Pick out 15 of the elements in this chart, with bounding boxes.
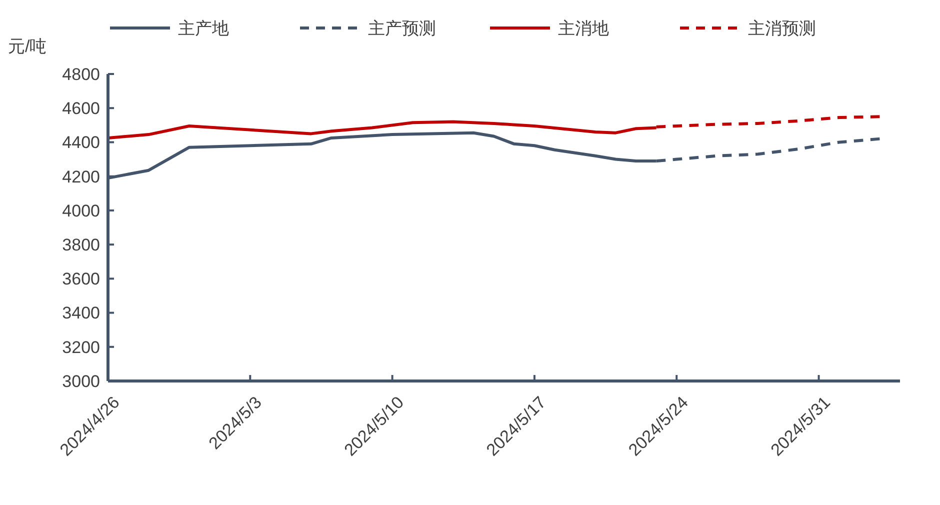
y-tick-label: 3400 — [62, 304, 100, 323]
y-tick-label: 3600 — [62, 270, 100, 289]
y-tick-label: 4000 — [62, 201, 100, 220]
legend-label: 主产预测 — [368, 18, 436, 38]
y-tick-label: 3000 — [62, 372, 100, 391]
y-axis-title: 元/吨 — [8, 37, 47, 56]
y-tick-label: 4600 — [62, 99, 100, 118]
y-tick-label: 4800 — [62, 64, 100, 84]
y-tick-label: 3200 — [62, 338, 100, 357]
legend-label: 主产地 — [178, 18, 229, 38]
legend-label: 主消预测 — [748, 18, 816, 38]
y-tick-label: 3800 — [62, 236, 100, 255]
y-tick-label: 4200 — [62, 167, 100, 186]
y-tick-label: 4400 — [62, 133, 100, 152]
legend-label: 主消地 — [558, 18, 609, 38]
